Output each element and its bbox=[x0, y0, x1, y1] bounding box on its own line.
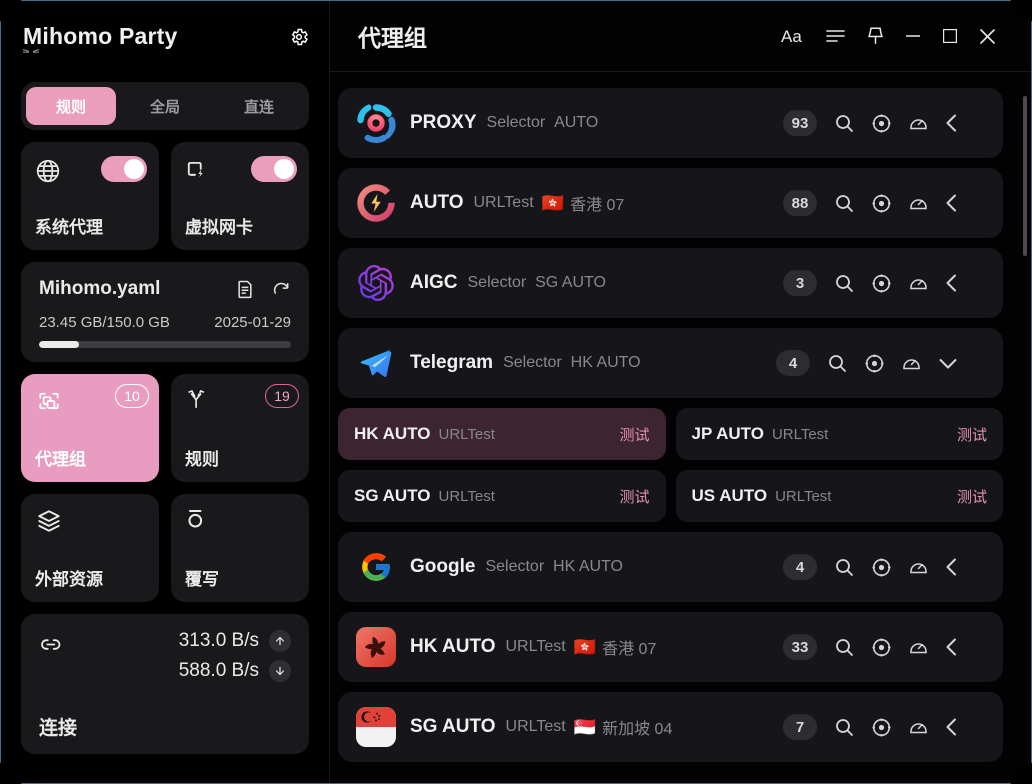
svg-text:Aa: Aa bbox=[781, 27, 802, 45]
